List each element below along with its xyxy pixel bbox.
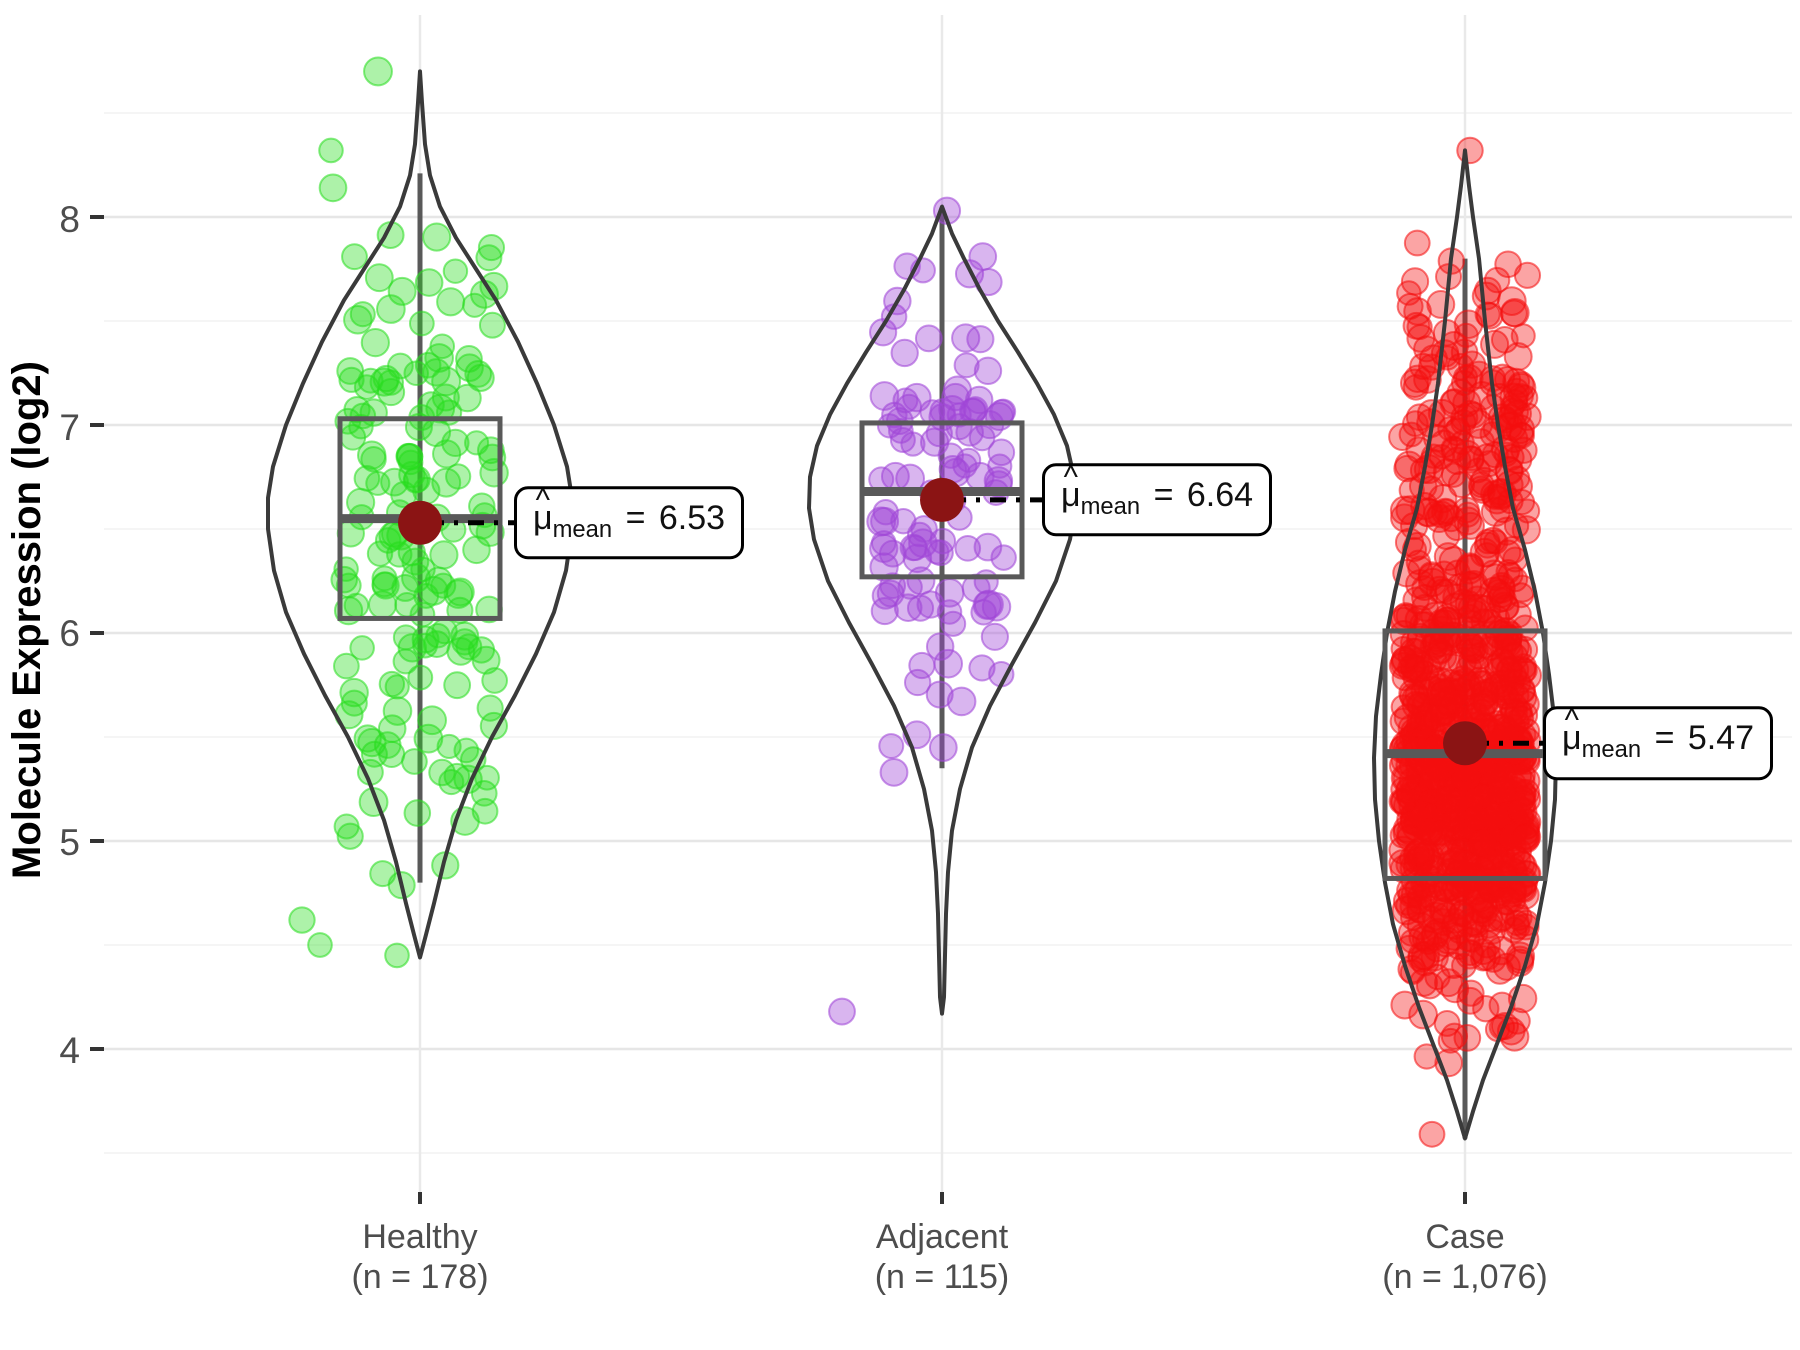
violin-outline [807,204,1077,1016]
group-case [1372,136,1558,1148]
mean-value: 6.64 [1186,476,1254,515]
mean-dot [920,477,964,522]
y-tick-label-6: 6 [59,613,80,654]
y-tick-label-4: 4 [59,1030,80,1071]
x-label-case: Case [1425,1218,1504,1256]
mean-value: 5.47 [1687,719,1755,758]
mean-value: 6.53 [658,498,726,537]
mean-label-adjacent: ^ μmean = 6.64 [1042,460,1273,537]
x-label-adjacent: Adjacent [876,1218,1009,1256]
mu-hat-symbol: ^ μ [1562,703,1582,758]
x-label-case-n: (n = 1,076) [1382,1258,1547,1296]
violin-outline [1372,148,1558,1141]
y-tick-label-7: 7 [59,407,80,448]
chart-layer [90,15,1792,1204]
y-axis-title: Molecule Expression (log2) [5,361,49,879]
group-healthy [266,56,574,969]
y-tick-label-8: 8 [59,199,80,240]
boxplot-box [859,420,1025,580]
y-tick-label-5: 5 [59,822,80,863]
violin-outline [266,69,574,960]
x-label-adjacent-n: (n = 115) [875,1258,1010,1296]
mean-dot [398,500,442,545]
x-label-healthy: Healthy [362,1218,477,1256]
jitter-points [1388,136,1542,1148]
mu-hat-symbol: ^ μ [533,483,553,537]
group-adjacent [807,196,1077,1026]
mu-hat-symbol: ^ μ [1061,460,1081,515]
mean-label-case: ^ μmean = 5.47 [1543,703,1774,780]
mean-dot [1443,721,1487,766]
mean-label-healthy: ^ μmean = 6.53 [514,483,745,560]
jitter-points [288,56,509,969]
x-label-healthy-n: (n = 178) [351,1258,488,1296]
